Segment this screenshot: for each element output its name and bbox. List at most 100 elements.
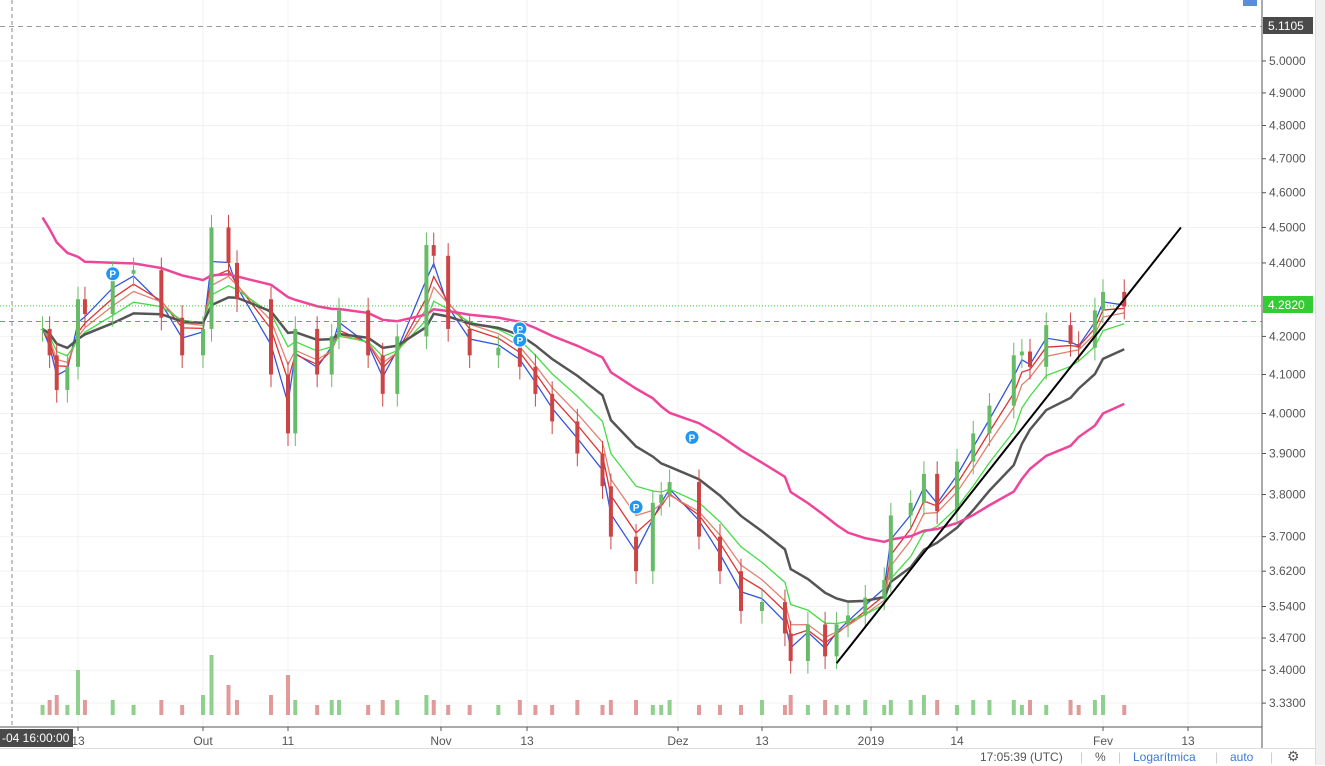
y-tick-label: 4.5000 xyxy=(1269,220,1306,234)
volume-bar xyxy=(718,705,722,715)
candle xyxy=(659,494,664,503)
volume-bar xyxy=(805,705,810,715)
candle xyxy=(634,536,639,572)
x-tick-label: 13 xyxy=(755,734,769,748)
candle xyxy=(131,270,136,274)
volume-bar xyxy=(533,705,538,715)
candle xyxy=(226,227,231,263)
volume-bar xyxy=(329,700,334,715)
candle xyxy=(269,299,273,375)
volume-bar xyxy=(634,700,639,715)
volume-bar xyxy=(209,655,214,715)
svg-text:P: P xyxy=(689,433,696,444)
candle xyxy=(467,328,472,356)
volume-bar xyxy=(110,700,115,715)
candle xyxy=(1092,310,1097,348)
volume-bar xyxy=(659,705,664,715)
y-tick-label: 3.5400 xyxy=(1269,599,1306,613)
volume-bar xyxy=(286,675,290,715)
candle xyxy=(667,482,672,495)
candle xyxy=(496,347,501,356)
candle xyxy=(329,336,334,375)
candle xyxy=(47,328,52,356)
candle xyxy=(180,317,185,356)
candle xyxy=(1068,325,1073,344)
svg-text:P: P xyxy=(109,270,116,281)
volume-bar xyxy=(1068,700,1073,715)
candle xyxy=(834,624,839,657)
p-marker[interactable]: P xyxy=(628,499,644,515)
candle xyxy=(955,461,959,512)
volume-bar xyxy=(575,700,580,715)
candle xyxy=(788,633,793,661)
volume-bar xyxy=(431,700,436,715)
volume-bar xyxy=(496,705,501,715)
volume-bar xyxy=(47,700,52,715)
gear-icon[interactable]: ⚙ xyxy=(1287,748,1300,764)
x-tick-label: Nov xyxy=(430,734,451,748)
scrollbar[interactable] xyxy=(1315,0,1325,765)
volume-bar xyxy=(76,670,80,715)
bottom-toolbar: 17:05:39 (UTC) | % | Logarítmica | auto … xyxy=(0,748,1315,766)
volume-bar xyxy=(987,700,992,715)
x-tick-label: 14 xyxy=(950,734,964,748)
candle xyxy=(608,486,613,537)
candle xyxy=(209,227,214,329)
volume-bar xyxy=(1019,705,1024,715)
y-tick-label: 4.2000 xyxy=(1269,329,1306,343)
y-tick-label: 4.6000 xyxy=(1269,186,1306,200)
p-marker[interactable]: P xyxy=(684,429,700,445)
plot-area[interactable] xyxy=(0,0,1262,727)
volume-bar xyxy=(955,705,959,715)
volume-bar xyxy=(159,700,164,715)
x-tick-label: 11 xyxy=(282,734,295,748)
volume-bar xyxy=(846,705,851,715)
svg-text:5.1105: 5.1105 xyxy=(1268,19,1304,33)
p-marker[interactable]: P xyxy=(512,332,528,348)
volume-bar xyxy=(863,700,868,715)
volume-bar xyxy=(1101,695,1105,715)
chart-corner-button[interactable] xyxy=(1243,0,1257,6)
percent-toggle[interactable]: % xyxy=(1095,750,1106,764)
y-tick-label: 3.6200 xyxy=(1269,564,1306,578)
volume-bar xyxy=(366,705,371,715)
candle xyxy=(315,328,320,375)
candle xyxy=(533,366,538,394)
log-scale-toggle[interactable]: Logarítmica xyxy=(1133,750,1196,764)
volume-bar xyxy=(788,695,793,715)
candle xyxy=(235,262,239,300)
y-tick-label: 3.3300 xyxy=(1269,696,1306,710)
candle xyxy=(935,473,940,512)
volume-bar xyxy=(971,700,976,715)
x-tick-label: 2019 xyxy=(858,734,885,748)
candle xyxy=(863,597,868,616)
candle xyxy=(76,299,80,367)
volume-bar xyxy=(1028,700,1032,715)
volume-bar xyxy=(269,695,273,715)
y-tick-label: 4.1000 xyxy=(1269,367,1306,381)
volume-bar xyxy=(1076,705,1081,715)
volume-bar xyxy=(1092,700,1097,715)
candle xyxy=(366,310,371,356)
x-tick-label: 13 xyxy=(71,734,85,748)
candle xyxy=(380,355,385,394)
volume-bar xyxy=(834,705,839,715)
trendline[interactable] xyxy=(835,226,1182,664)
x-tick-label: Dez xyxy=(667,734,688,748)
y-tick-label: 3.9000 xyxy=(1269,446,1306,460)
volume-bar xyxy=(1122,705,1127,715)
auto-scale-toggle[interactable]: auto xyxy=(1230,750,1254,764)
volume-bar xyxy=(201,695,205,715)
candle xyxy=(888,515,893,580)
candle xyxy=(760,602,764,611)
y-tick-label: 5.0000 xyxy=(1269,54,1306,68)
candle xyxy=(431,245,436,256)
volume-bar xyxy=(337,700,341,715)
candle xyxy=(908,502,913,516)
candle xyxy=(1076,343,1081,348)
candle xyxy=(846,615,851,625)
y-tick-label: 4.4000 xyxy=(1269,256,1306,270)
volume-bar xyxy=(467,705,472,715)
p-marker[interactable]: P xyxy=(105,266,121,282)
